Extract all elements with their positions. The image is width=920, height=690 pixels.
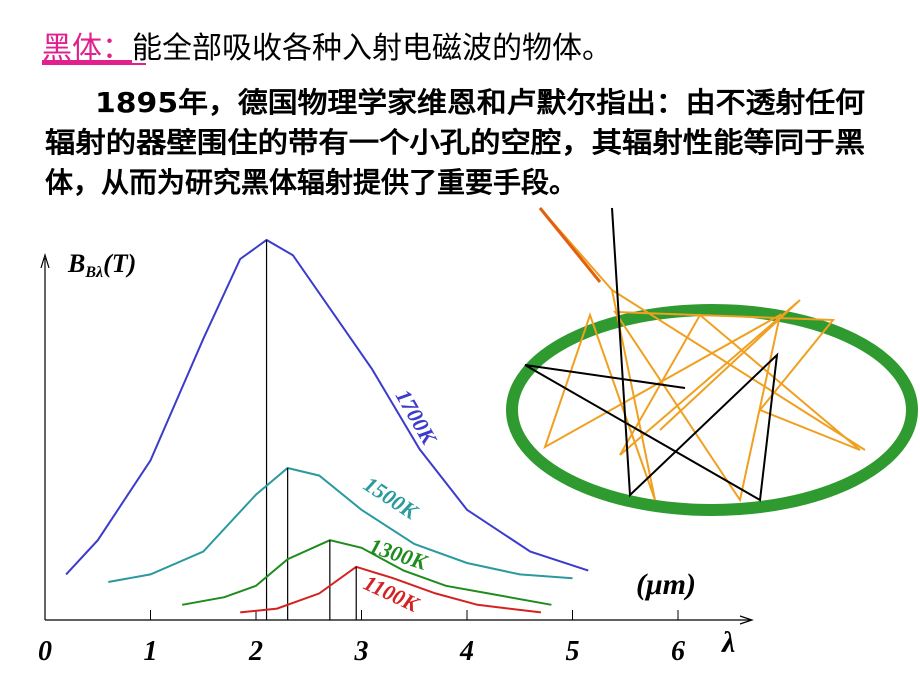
para-line: 体，从而为研究黑体辐射提供了重要手段。 (45, 166, 577, 199)
x-arrow (739, 615, 754, 625)
series-label: 1700K (391, 385, 443, 449)
y-label-part: Bλ (84, 264, 103, 281)
x-tick-label: 2 (248, 636, 263, 667)
incident-ray (538, 207, 602, 283)
y-axis-label: BBλ(T) (67, 249, 136, 281)
x-tick-label: 0 (38, 636, 52, 667)
y-label-part: (T) (103, 249, 136, 278)
cavity (506, 304, 918, 516)
year: 1895 (95, 86, 178, 119)
x-axis-label: λ (720, 626, 735, 659)
para-text: 年，德国物理学家维恩和卢默尔指出：由不透射任何 (178, 86, 865, 119)
curve (65, 238, 589, 576)
heading: 黑体：能全部吸收各种入射电磁波的物体。 (42, 31, 612, 66)
black-rays (524, 207, 779, 502)
curve (108, 466, 573, 583)
x-tick-label: 1 (144, 636, 158, 667)
para-line: 1895 年，德国物理学家维恩和卢默尔指出：由不透射任何 (95, 86, 865, 119)
para-line: 辐射的器壁围住的带有一个小孔的空腔，其辐射性能等同于黑 (45, 126, 865, 159)
y-arrow (40, 252, 50, 269)
orange-rays (539, 207, 866, 503)
x-tick-label: 4 (459, 636, 474, 667)
x-tick-label: 5 (566, 636, 580, 667)
curve (182, 539, 552, 606)
x-tick-label: 6 (671, 636, 685, 667)
term: 黑体： (42, 31, 132, 66)
curve (240, 565, 542, 614)
definition: 能全部吸收各种入射电磁波的物体。 (132, 31, 612, 66)
series-label: 1500K (359, 471, 423, 525)
y-label-part: B (67, 249, 85, 278)
x-tick-label: 3 (354, 636, 369, 667)
x-unit: (μm) (636, 568, 696, 601)
cavity-diagram (506, 207, 918, 516)
